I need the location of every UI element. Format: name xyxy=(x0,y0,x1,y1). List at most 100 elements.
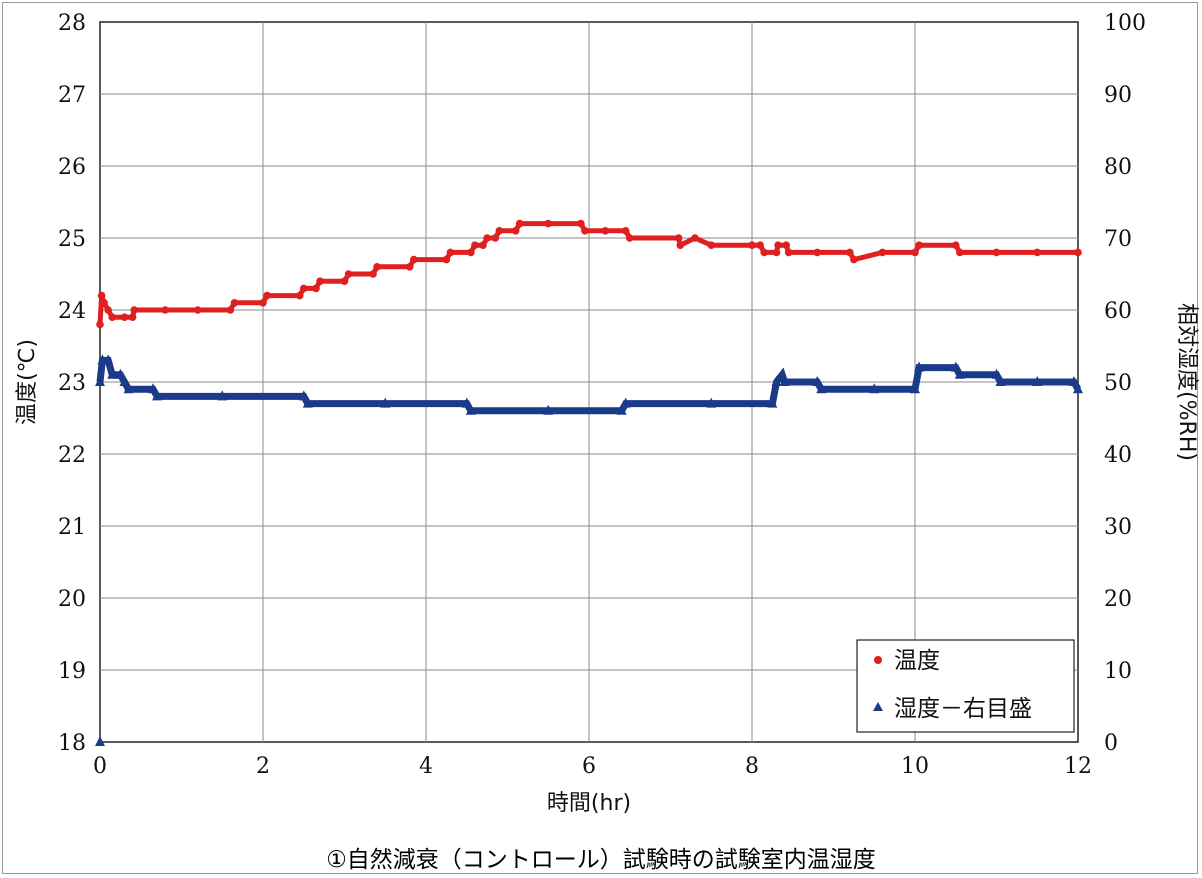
humidity-point xyxy=(1032,376,1043,386)
temperature-point xyxy=(878,248,887,257)
temperature-point xyxy=(471,241,479,249)
temperature-point xyxy=(511,227,520,235)
temperature-point xyxy=(691,234,699,242)
temperature-point xyxy=(774,241,782,249)
y-left-tick-label: 26 xyxy=(58,155,86,180)
humidity-point xyxy=(380,397,391,408)
humidity-point xyxy=(115,368,126,379)
temperature-point xyxy=(782,241,791,249)
temperature-point xyxy=(299,284,308,293)
humidity-point xyxy=(95,376,105,386)
y-left-tick-label: 25 xyxy=(58,227,86,252)
humidity-point xyxy=(147,383,158,394)
temperature-point xyxy=(772,248,781,257)
temperature-point xyxy=(674,234,683,242)
data-marks xyxy=(95,219,1083,746)
temperature-point xyxy=(479,241,487,249)
legend: 温度 湿度－右目盛 xyxy=(856,639,1075,733)
y-left-tick-label: 28 xyxy=(58,11,86,36)
x-tick-label: 8 xyxy=(745,754,759,779)
humidity-point xyxy=(616,404,627,415)
humidity-point xyxy=(107,368,118,379)
humidity-point xyxy=(995,376,1006,386)
humidity-point xyxy=(103,354,114,365)
temperature-point xyxy=(120,313,129,322)
temperature-point xyxy=(194,306,202,314)
humidity-point xyxy=(1073,383,1083,394)
x-tick-label: 0 xyxy=(93,754,107,779)
temperature-point xyxy=(581,227,589,235)
temperature-point xyxy=(226,306,235,314)
x-tick-label: 2 xyxy=(256,754,270,779)
temperature-point xyxy=(405,263,414,271)
x-tick-label: 12 xyxy=(1064,754,1092,779)
humidity-point xyxy=(217,390,228,401)
humidity-point xyxy=(910,383,920,394)
legend-temperature-label: 温度 xyxy=(894,648,940,674)
temperature-point xyxy=(96,320,104,329)
temperature-point xyxy=(760,248,769,257)
temperature-point xyxy=(369,270,377,278)
temperature-point xyxy=(850,255,858,264)
temperature-point xyxy=(491,234,500,242)
temperature-point xyxy=(601,227,610,235)
temperature-point xyxy=(446,248,455,257)
humidity-point xyxy=(1068,376,1079,386)
humidity-point xyxy=(461,397,472,408)
humidity-point xyxy=(123,383,134,394)
y-left-tick-label: 21 xyxy=(58,515,86,540)
humidity-point xyxy=(706,397,717,408)
humidity-point xyxy=(465,404,476,415)
chart-caption: ①自然減衰（コントロール）試験時の試験室内温湿度 xyxy=(326,847,876,873)
temperature-point xyxy=(625,234,634,242)
humidity-point xyxy=(620,397,631,408)
temperature-point xyxy=(312,284,320,293)
y-left-tick-label: 19 xyxy=(58,659,86,684)
temperature-point xyxy=(748,241,756,249)
y-axis-right-title: 相対湿度(%RH) xyxy=(1174,303,1199,461)
temperature-point xyxy=(1074,248,1082,257)
humidity-point xyxy=(991,368,1002,379)
temperature-point xyxy=(409,255,418,264)
y-right-tick-label: 80 xyxy=(1104,155,1132,180)
temperature-point xyxy=(316,277,324,286)
humidity-point xyxy=(914,361,925,372)
y-left-tick-label: 22 xyxy=(58,443,86,468)
humidity-point xyxy=(812,376,823,386)
temperature-point xyxy=(707,241,716,249)
temperature-point xyxy=(373,263,381,271)
temperature-point xyxy=(340,277,349,286)
y-left-tick-label: 18 xyxy=(58,731,86,756)
y-right-tick-label: 90 xyxy=(1104,83,1132,108)
temperature-point xyxy=(676,241,685,249)
humidity-point xyxy=(954,368,965,379)
temperature-point xyxy=(130,306,139,314)
humidity-point xyxy=(543,404,554,415)
legend-humidity-label: 湿度－右目盛 xyxy=(894,696,1032,722)
temperature-point xyxy=(104,306,112,314)
y-right-tick-label: 20 xyxy=(1104,587,1132,612)
temperature-point xyxy=(1033,248,1042,257)
y-right-tick-label: 100 xyxy=(1104,11,1146,36)
humidity-point xyxy=(767,397,778,408)
temperature-point xyxy=(97,291,106,300)
tick-labels: 0 2 4 6 8 10 121819202122232425262728010203040… xyxy=(58,11,1146,779)
temperature-point xyxy=(263,291,271,300)
temperature-point xyxy=(515,219,524,228)
temperature-point xyxy=(956,248,964,257)
y-right-tick-label: 0 xyxy=(1104,731,1118,756)
temperature-point xyxy=(495,227,504,235)
series-humidity xyxy=(95,354,1083,746)
humidity-point xyxy=(779,376,790,386)
temperature-point xyxy=(259,299,267,307)
temperature-point xyxy=(784,248,793,257)
temperature-point xyxy=(911,248,919,257)
temperature-point xyxy=(544,219,553,228)
temperature-point xyxy=(577,219,585,228)
temperature-point xyxy=(846,248,854,257)
temperature-point xyxy=(813,248,821,257)
humidity-point xyxy=(302,397,313,408)
temperature-point xyxy=(100,299,108,307)
x-tick-label: 4 xyxy=(419,754,433,779)
